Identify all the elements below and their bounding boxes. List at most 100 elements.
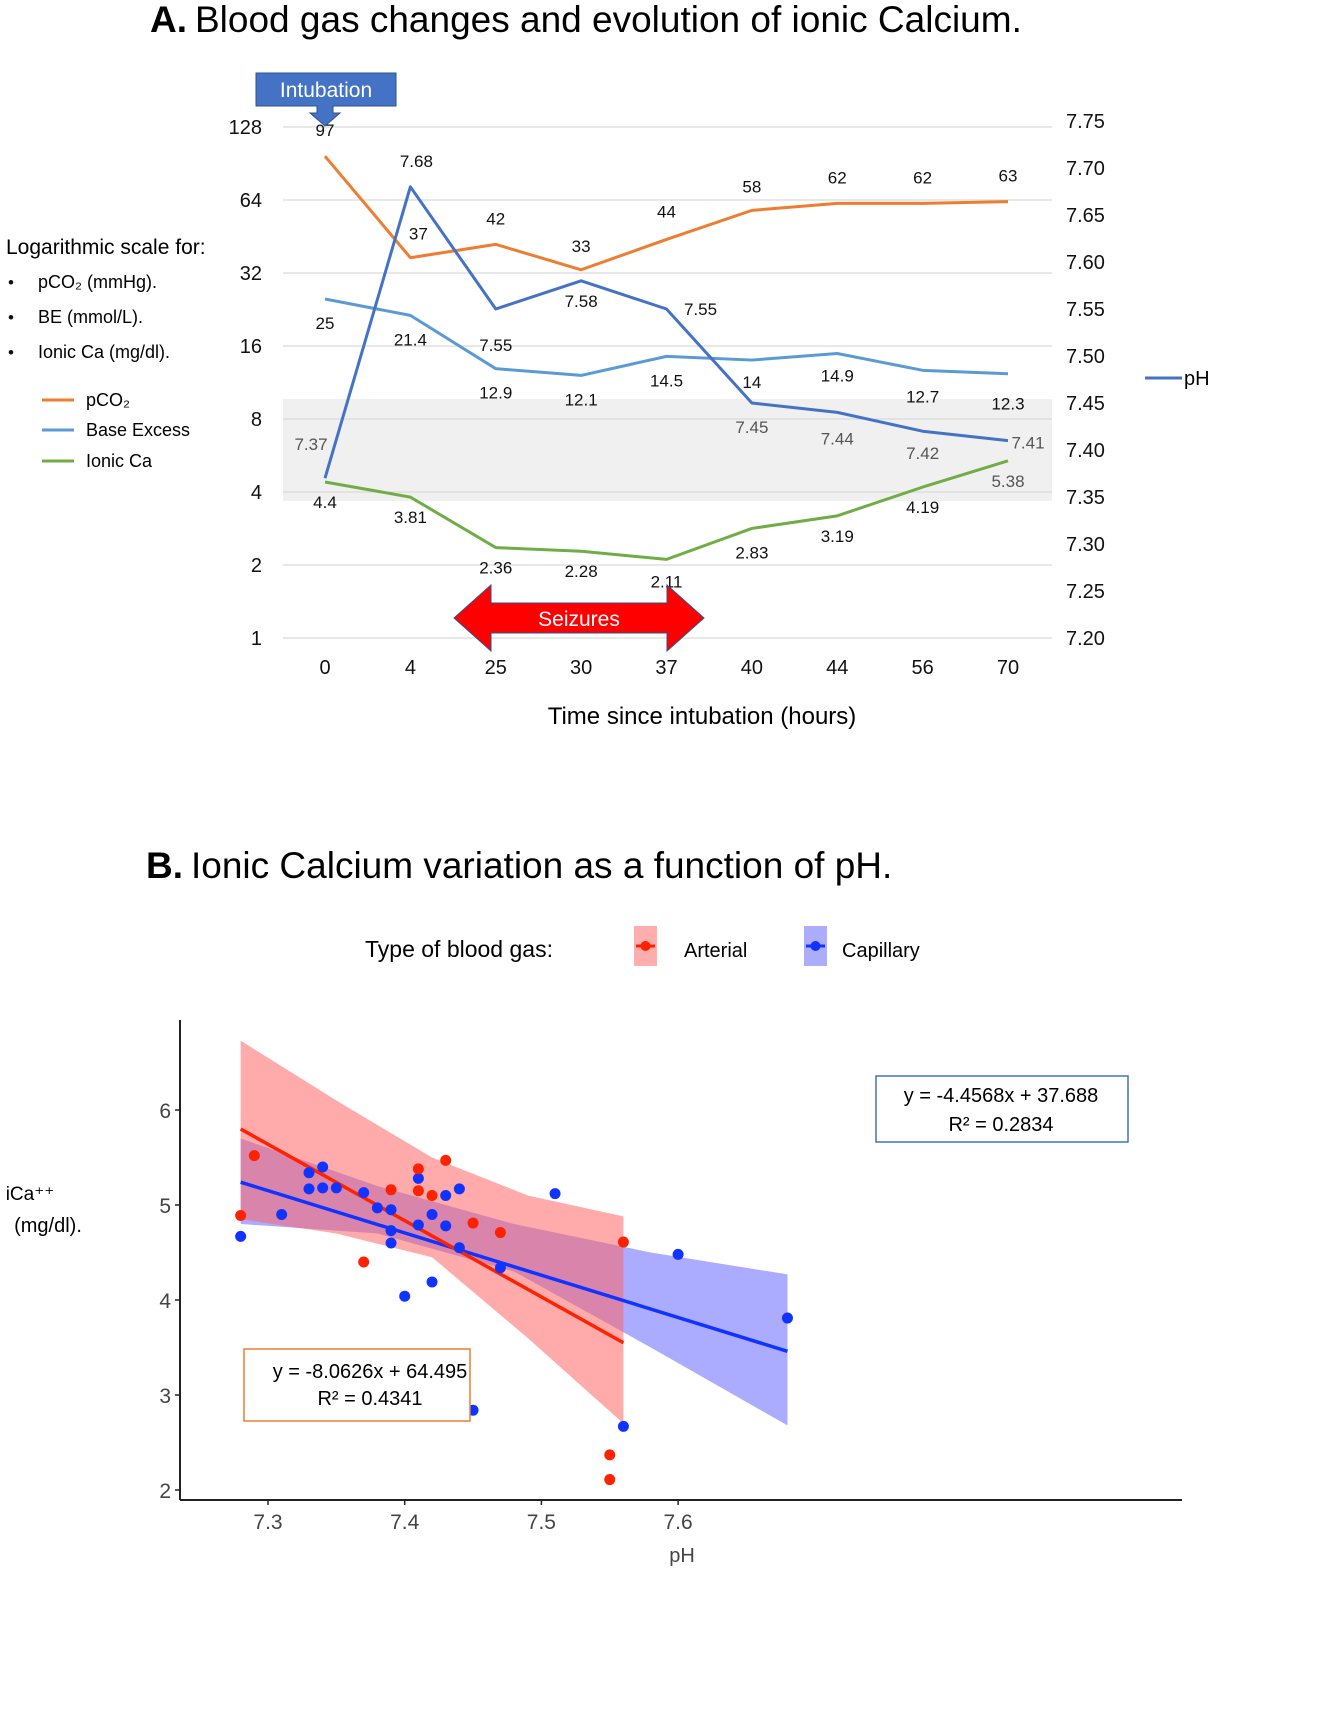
chart-b-x-axis-title: pH	[669, 1545, 695, 1567]
left-axis-tick-label: 128	[229, 117, 262, 139]
data-point-capillary	[781, 1312, 793, 1324]
log-scale-note: Logarithmic scale for: • pCO₂ (mmHg). • …	[6, 236, 206, 362]
data-label-base-excess: 12.9	[479, 384, 512, 403]
data-label-ionic-ca: 3.19	[821, 527, 854, 546]
log-scale-item-be: BE (mmol/L).	[38, 307, 143, 327]
right-axis-tick-label: 7.25	[1066, 581, 1105, 603]
left-axis-tick-label: 64	[240, 190, 262, 212]
chart-a-x-axis-title: Time since intubation (hours)	[548, 703, 857, 730]
data-label-ph: 7.41	[1011, 434, 1044, 453]
data-point-arterial	[385, 1184, 397, 1196]
chart-b-legend: Type of blood gas: Arterial Capillary	[365, 926, 920, 966]
data-point-arterial	[412, 1185, 424, 1197]
data-point-capillary	[235, 1230, 247, 1242]
bullet-icon: •	[8, 343, 14, 362]
left-axis-tick-label: 1	[251, 628, 262, 650]
capillary-equation-box: y = -4.4568x + 37.688 R² = 0.2834	[875, 1075, 1129, 1143]
data-label-base-excess: 21.4	[394, 330, 427, 349]
y-tick-label: 3	[159, 1385, 171, 1408]
seizures-callout: Seizures	[453, 583, 705, 653]
double-arrow-icon	[453, 583, 705, 653]
data-point-capillary	[330, 1182, 342, 1194]
x-axis-tick-label: 30	[570, 657, 592, 679]
panel-b-title-text: Ionic Calcium variation as a function of…	[191, 845, 892, 886]
arterial-equation-box: y = -8.0626x + 64.495 R² = 0.4341	[243, 1348, 471, 1422]
right-axis-tick-label: 7.35	[1066, 487, 1105, 509]
normal-range-band	[283, 399, 1052, 501]
x-tick-label: 7.6	[663, 1511, 692, 1534]
data-label-pco2: 62	[828, 168, 847, 187]
data-point-arterial	[467, 1217, 479, 1229]
x-axis-tick-label: 70	[997, 657, 1019, 679]
data-label-ionic-ca: 2.83	[735, 543, 768, 562]
data-label-ionic-ca: 2.28	[565, 562, 598, 581]
chart-b-y-axis-title-line1: iCa⁺⁺	[6, 1184, 55, 1205]
series-line-base-excess	[324, 297, 1009, 377]
data-label-ionic-ca: 3.81	[394, 508, 427, 527]
y-tick-label: 2	[159, 1480, 171, 1503]
data-label-pco2: 44	[657, 202, 676, 221]
data-label-ionic-ca: 4.19	[906, 498, 939, 517]
legend-label-ph: pH	[1184, 368, 1210, 390]
series-line-ph	[323, 185, 1009, 479]
legend-label-ionic-ca: Ionic Ca	[86, 451, 153, 471]
chart-a-legend: pCO₂ Base Excess Ionic Ca pH	[42, 368, 1210, 471]
data-label-ph: 7.45	[735, 418, 768, 437]
x-axis-tick-label: 0	[319, 657, 330, 679]
data-point-arterial	[494, 1227, 506, 1239]
right-axis-tick-label: 7.40	[1066, 440, 1105, 462]
right-axis-tick-label: 7.65	[1066, 205, 1105, 227]
legend-title: Type of blood gas:	[365, 936, 553, 962]
data-label-ph: 7.55	[684, 300, 717, 319]
legend-label-capillary: Capillary	[842, 940, 920, 962]
data-label-base-excess: 12.3	[991, 395, 1024, 414]
data-label-pco2: 42	[486, 209, 505, 228]
data-point-capillary	[440, 1220, 452, 1232]
series-line-pco2	[323, 155, 1009, 272]
right-axis-tick-label: 7.30	[1066, 534, 1105, 556]
data-label-ionic-ca: 2.11	[651, 572, 683, 591]
x-axis-tick-label: 56	[912, 657, 934, 679]
data-point-capillary	[317, 1182, 329, 1194]
data-label-base-excess: 12.7	[906, 387, 939, 406]
intubation-arrow-icon	[255, 72, 397, 127]
data-point-capillary	[549, 1188, 561, 1200]
x-tick-label: 7.5	[527, 1511, 556, 1534]
data-label-ph: 7.58	[565, 292, 598, 311]
log-scale-item-pco2: pCO₂ (mmHg).	[38, 272, 157, 292]
data-label-ph: 7.37	[294, 435, 327, 454]
data-point-arterial	[440, 1154, 452, 1166]
chart-a-left-axis: 1 2 4 8 16 32 64 128	[229, 117, 262, 650]
data-point-capillary	[385, 1225, 397, 1237]
data-point-capillary	[440, 1190, 452, 1201]
arterial-equation: y = -8.0626x + 64.495	[273, 1361, 468, 1383]
right-axis-tick-label: 7.50	[1066, 346, 1105, 368]
data-label-pco2: 97	[316, 121, 335, 140]
data-point-capillary	[617, 1420, 629, 1432]
data-label-base-excess: 14.5	[650, 371, 683, 390]
right-axis-tick-label: 7.55	[1066, 299, 1105, 321]
data-point-capillary	[371, 1202, 383, 1214]
data-label-base-excess: 14	[742, 373, 761, 392]
equation-box-frame	[875, 1075, 1129, 1143]
data-label-base-excess: 25	[316, 314, 335, 333]
data-point-arterial	[604, 1474, 616, 1486]
legend-dot-arterial	[640, 941, 651, 951]
data-label-pco2: 33	[572, 237, 591, 256]
data-point-arterial	[358, 1256, 370, 1268]
left-axis-tick-label: 2	[251, 555, 262, 577]
panel-b-title: B. Ionic Calcium variation as a function …	[146, 845, 892, 886]
data-label-ph: 7.42	[906, 444, 939, 463]
intubation-callout: Intubation	[255, 72, 397, 127]
data-point-capillary	[276, 1209, 288, 1220]
data-point-capillary	[317, 1161, 329, 1173]
panel-b-prefix: B.	[146, 845, 183, 886]
data-point-arterial	[248, 1150, 260, 1162]
data-point-capillary	[303, 1183, 315, 1195]
right-axis-tick-label: 7.60	[1066, 252, 1105, 274]
x-axis-tick-label: 25	[485, 657, 507, 679]
data-point-capillary	[494, 1262, 506, 1274]
capillary-r2: R² = 0.2834	[948, 1114, 1053, 1136]
fit-line-arterial	[239, 1127, 625, 1345]
